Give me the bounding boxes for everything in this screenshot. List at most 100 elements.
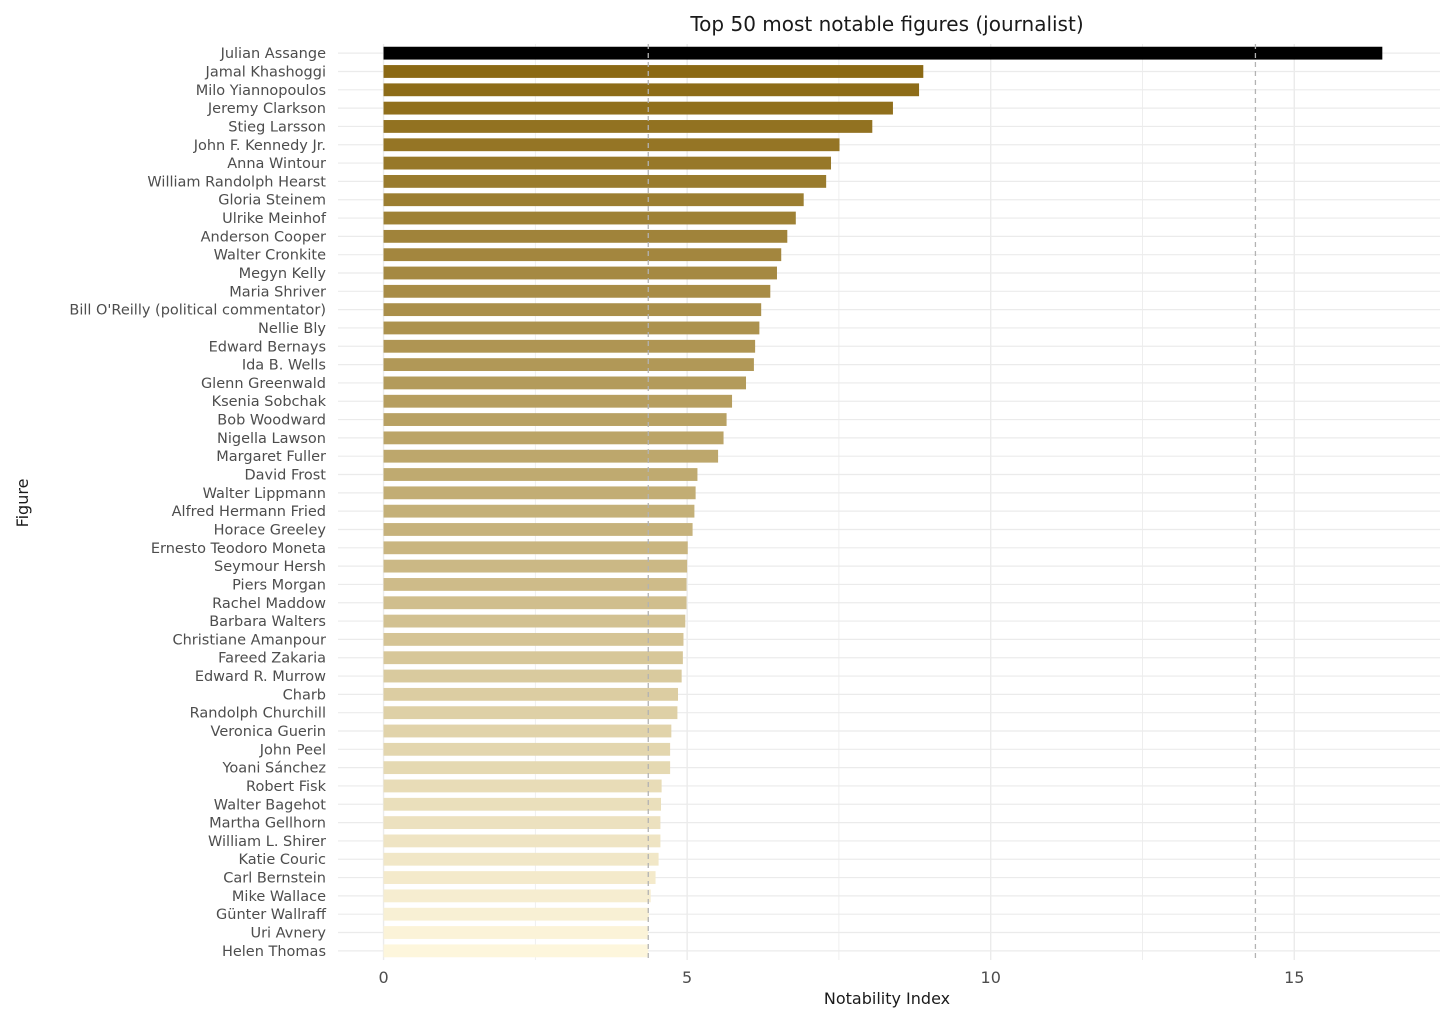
bar — [383, 926, 649, 939]
category-label: Charb — [283, 687, 326, 703]
bar — [383, 651, 683, 665]
bar — [383, 266, 777, 280]
category-label: Günter Wallraff — [216, 907, 327, 923]
category-label: Christiane Amanpour — [172, 632, 326, 648]
category-label: Jamal Khashoggi — [205, 64, 326, 80]
bar — [383, 486, 696, 500]
bar — [383, 852, 659, 866]
bar — [383, 687, 679, 701]
bar — [383, 669, 682, 683]
category-label: David Frost — [244, 468, 326, 484]
category-label: Fareed Zakaria — [218, 651, 326, 667]
chart-title: Top 50 most notable figures (journalist) — [689, 12, 1083, 36]
category-label: William L. Shirer — [208, 834, 326, 850]
bar — [383, 907, 649, 921]
category-label: Bob Woodward — [217, 413, 326, 429]
category-label: Ulrike Meinhof — [222, 211, 327, 227]
category-label: Walter Lippmann — [203, 486, 326, 502]
bar — [383, 229, 788, 243]
category-label: Alfred Hermann Fried — [172, 504, 326, 520]
category-label: Megyn Kelly — [239, 266, 327, 282]
bar — [383, 193, 804, 207]
x-tick-label: 15 — [1284, 968, 1304, 987]
category-label: Nigella Lawson — [217, 431, 326, 447]
bar — [383, 449, 719, 463]
category-label: Yoani Sánchez — [222, 761, 327, 777]
x-tick-label: 0 — [378, 968, 388, 987]
category-label: Walter Bagehot — [214, 797, 327, 813]
bars-layer — [383, 46, 1383, 958]
bar — [383, 394, 733, 408]
category-label: Ksenia Sobchak — [212, 394, 327, 410]
category-label: Walter Cronkite — [214, 248, 326, 264]
bar — [383, 871, 656, 884]
bar — [383, 65, 924, 78]
bar — [383, 431, 724, 445]
bar — [383, 303, 762, 317]
category-label: Jeremy Clarkson — [207, 101, 326, 117]
category-label: Milo Yiannopoulos — [196, 83, 326, 99]
bar — [383, 376, 747, 390]
bar — [383, 559, 688, 573]
bar — [383, 120, 873, 133]
category-label: Bill O'Reilly (political commentator) — [69, 303, 326, 319]
category-label: Martha Gellhorn — [209, 816, 326, 832]
x-tick-label: 10 — [981, 968, 1001, 987]
category-label: Glenn Greenwald — [201, 376, 326, 392]
category-label: Edward R. Murrow — [195, 669, 326, 685]
bar — [383, 742, 671, 756]
category-label: Maria Shriver — [229, 284, 326, 300]
bar — [383, 834, 661, 848]
category-label: Piers Morgan — [232, 577, 326, 593]
category-label: Ida B. Wells — [242, 358, 326, 374]
bar — [383, 944, 649, 958]
category-label: Carl Bernstein — [223, 871, 326, 887]
bar — [383, 156, 832, 170]
category-label: Mike Wallace — [232, 889, 326, 905]
bar — [383, 46, 1383, 60]
bar — [383, 797, 662, 811]
bar — [383, 724, 672, 738]
category-label: Horace Greeley — [214, 522, 327, 538]
category-label: Ernesto Teodoro Moneta — [151, 541, 326, 557]
bar — [383, 523, 693, 536]
bar — [383, 468, 698, 481]
bar — [383, 358, 754, 372]
category-label: Veronica Guerin — [211, 724, 326, 740]
x-tick-label: 5 — [682, 968, 692, 987]
category-labels-layer: Julian Assange Jamal Khashoggi Milo Yianno… — [69, 46, 327, 960]
bar — [383, 413, 727, 426]
bar — [383, 889, 651, 903]
y-axis-title: Figure — [13, 479, 32, 528]
category-label: Gloria Steinem — [218, 193, 326, 209]
x-axis-title: Notability Index — [824, 989, 950, 1008]
category-label: Anna Wintour — [227, 156, 326, 172]
x-tick-labels-layer: 0 5 10 15 — [378, 968, 1304, 987]
bar — [383, 706, 678, 720]
bar — [383, 211, 796, 225]
bar — [383, 321, 760, 335]
category-label: Robert Fisk — [246, 779, 327, 795]
category-label: Anderson Cooper — [201, 229, 326, 245]
bar — [383, 83, 920, 97]
bar — [383, 101, 893, 115]
bar — [383, 761, 671, 775]
bar — [383, 174, 827, 188]
category-label: Uri Avnery — [250, 926, 326, 942]
bar — [383, 284, 771, 298]
category-label: Barbara Walters — [209, 614, 326, 630]
category-label: Helen Thomas — [222, 944, 326, 960]
category-label: William Randolph Hearst — [147, 174, 326, 190]
bar — [383, 614, 686, 628]
bar — [383, 632, 684, 646]
bar — [383, 541, 688, 555]
category-label: Julian Assange — [220, 46, 327, 62]
bar — [383, 578, 687, 591]
category-label: John F. Kennedy Jr. — [193, 138, 326, 154]
category-label: John Peel — [259, 742, 326, 758]
category-label: Edward Bernays — [209, 339, 326, 355]
bar — [383, 248, 782, 262]
bar — [383, 504, 695, 518]
category-label: Nellie Bly — [258, 321, 326, 337]
